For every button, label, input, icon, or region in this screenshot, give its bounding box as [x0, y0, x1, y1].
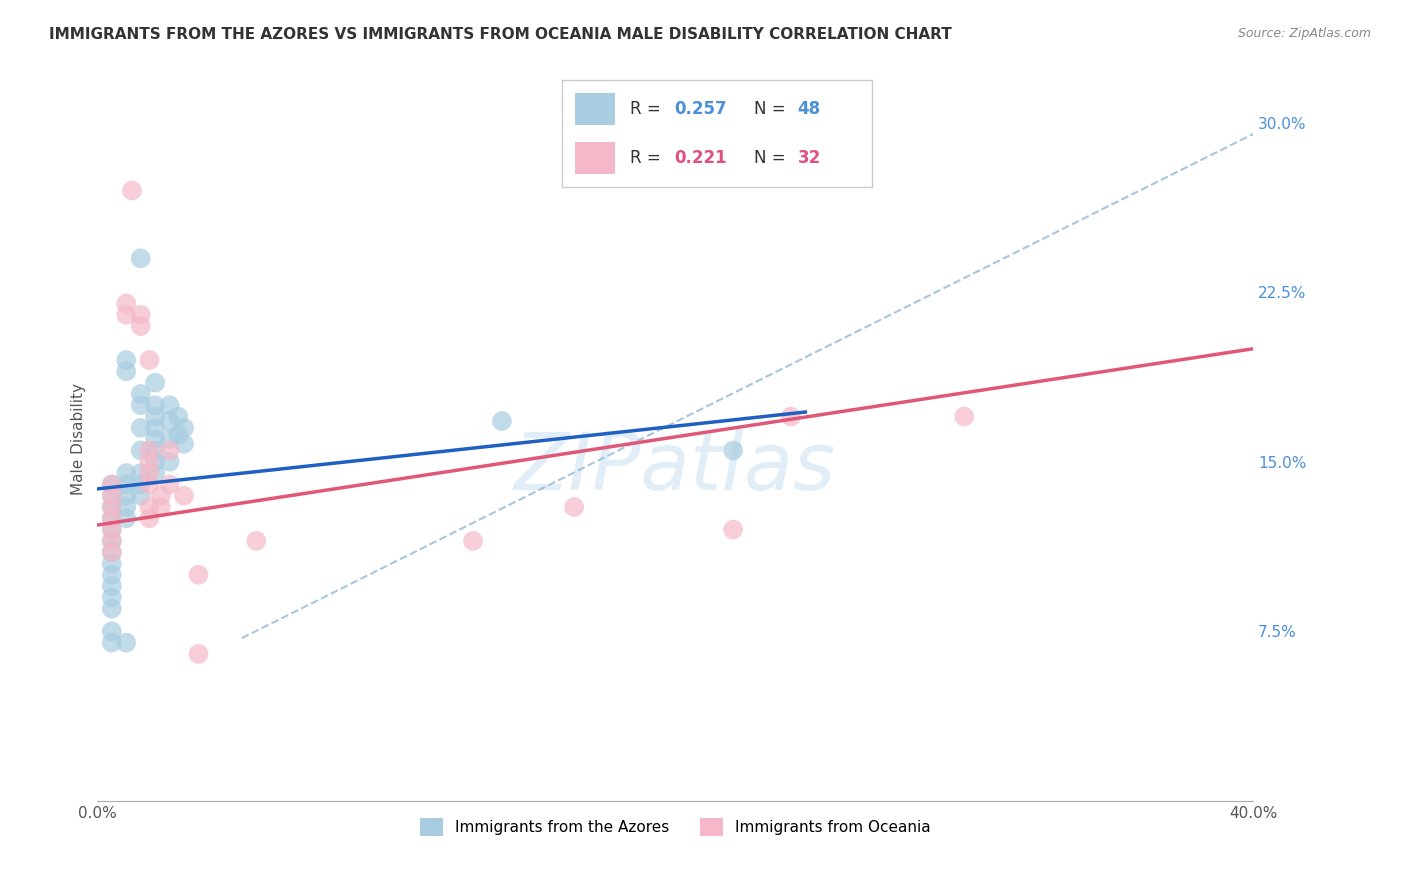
- Point: [953, 409, 976, 424]
- Point: [143, 376, 166, 390]
- Bar: [575, 143, 614, 175]
- Point: [173, 421, 195, 435]
- Point: [101, 567, 124, 582]
- Legend: Immigrants from the Azores, Immigrants from Oceania: Immigrants from the Azores, Immigrants f…: [412, 810, 938, 844]
- Text: 0.221: 0.221: [673, 150, 727, 168]
- Point: [101, 533, 124, 548]
- Point: [115, 489, 138, 503]
- Point: [721, 523, 744, 537]
- Point: [138, 353, 160, 368]
- Point: [129, 319, 152, 334]
- Point: [101, 477, 124, 491]
- Point: [101, 545, 124, 559]
- Point: [173, 436, 195, 450]
- Point: [101, 511, 124, 525]
- Point: [143, 466, 166, 480]
- Text: 32: 32: [797, 150, 821, 168]
- Point: [245, 533, 267, 548]
- Bar: [575, 93, 614, 125]
- Point: [173, 489, 195, 503]
- Point: [115, 308, 138, 322]
- Point: [143, 409, 166, 424]
- Point: [121, 184, 143, 198]
- Point: [129, 466, 152, 480]
- Point: [129, 398, 152, 412]
- Point: [143, 421, 166, 435]
- Point: [115, 466, 138, 480]
- Point: [138, 477, 160, 491]
- Point: [138, 455, 160, 469]
- Point: [159, 414, 181, 428]
- Point: [138, 443, 160, 458]
- Point: [143, 398, 166, 412]
- Point: [149, 500, 172, 514]
- Text: IMMIGRANTS FROM THE AZORES VS IMMIGRANTS FROM OCEANIA MALE DISABILITY CORRELATIO: IMMIGRANTS FROM THE AZORES VS IMMIGRANTS…: [49, 27, 952, 42]
- Text: R =: R =: [630, 150, 666, 168]
- Point: [101, 489, 124, 503]
- Point: [101, 635, 124, 649]
- Point: [143, 455, 166, 469]
- Point: [115, 477, 138, 491]
- Point: [138, 466, 160, 480]
- Point: [101, 533, 124, 548]
- Text: N =: N =: [754, 150, 792, 168]
- Point: [129, 489, 152, 503]
- Point: [101, 511, 124, 525]
- Point: [101, 477, 124, 491]
- Point: [187, 647, 209, 661]
- Point: [101, 601, 124, 615]
- Text: N =: N =: [754, 100, 792, 118]
- Point: [129, 477, 152, 491]
- Point: [129, 252, 152, 266]
- Point: [101, 591, 124, 605]
- Point: [138, 500, 160, 514]
- Point: [101, 500, 124, 514]
- Point: [159, 398, 181, 412]
- Point: [101, 579, 124, 593]
- Text: R =: R =: [630, 100, 666, 118]
- Point: [115, 635, 138, 649]
- Point: [159, 443, 181, 458]
- Point: [115, 511, 138, 525]
- Point: [149, 489, 172, 503]
- Point: [721, 443, 744, 458]
- Text: 48: 48: [797, 100, 821, 118]
- Point: [129, 421, 152, 435]
- Point: [101, 624, 124, 639]
- Point: [143, 432, 166, 446]
- Point: [129, 387, 152, 401]
- Point: [129, 443, 152, 458]
- Text: ZIPatlas: ZIPatlas: [515, 429, 837, 507]
- Point: [101, 523, 124, 537]
- Point: [115, 500, 138, 514]
- Point: [167, 427, 190, 442]
- Point: [143, 443, 166, 458]
- Text: Source: ZipAtlas.com: Source: ZipAtlas.com: [1237, 27, 1371, 40]
- Point: [101, 500, 124, 514]
- Point: [129, 308, 152, 322]
- Point: [159, 455, 181, 469]
- Point: [101, 489, 124, 503]
- Point: [159, 432, 181, 446]
- Point: [167, 409, 190, 424]
- Point: [491, 414, 513, 428]
- Point: [562, 500, 585, 514]
- Point: [115, 296, 138, 310]
- Point: [138, 511, 160, 525]
- Y-axis label: Male Disability: Male Disability: [72, 384, 86, 495]
- Point: [780, 409, 803, 424]
- Point: [159, 477, 181, 491]
- Point: [115, 353, 138, 368]
- Point: [101, 523, 124, 537]
- Point: [187, 567, 209, 582]
- Point: [101, 545, 124, 559]
- Point: [461, 533, 484, 548]
- Point: [115, 364, 138, 378]
- Point: [101, 557, 124, 571]
- Text: 0.257: 0.257: [673, 100, 727, 118]
